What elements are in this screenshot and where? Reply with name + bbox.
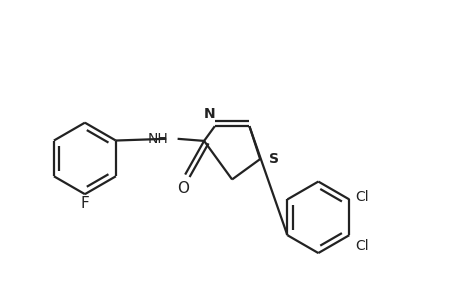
Text: N: N (203, 107, 215, 121)
Text: S: S (269, 152, 279, 166)
Text: Cl: Cl (355, 190, 369, 204)
Text: F: F (80, 196, 89, 211)
Text: NH: NH (147, 132, 168, 146)
Text: O: O (177, 181, 189, 196)
Text: Cl: Cl (355, 239, 369, 254)
